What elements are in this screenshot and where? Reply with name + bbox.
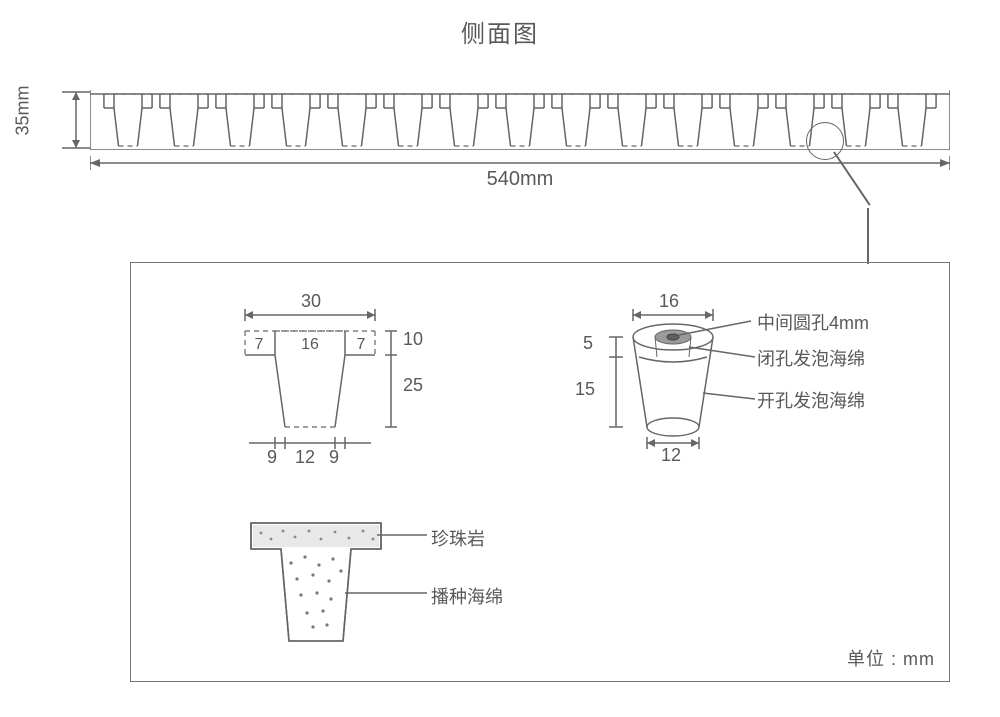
dim-label-16: 16 [659,291,679,312]
label-closed-cell: 闭孔发泡海绵 [757,345,865,371]
sponge-plug-detail: 16 5 15 12 中间圆孔4mm 闭孔发泡海绵 开孔发泡海绵 [561,307,921,477]
svg-text:16: 16 [301,336,319,353]
assembled-cell: 珍珠岩 播种海绵 [231,513,531,663]
callout-circle [806,122,844,160]
dim-label-9a: 9 [267,447,277,468]
dim-label-5: 5 [583,333,593,354]
dim-label-25: 25 [403,375,423,396]
dim-label-35mm: 35mm [13,85,34,135]
dim-label-12: 12 [295,447,315,468]
dim-label-12b: 12 [661,445,681,466]
svg-text:7: 7 [255,336,264,353]
detail-panel: 7 16 7 30 10 25 9 12 9 [130,262,950,682]
dim-label-10: 10 [403,329,423,350]
label-perlite: 珍珠岩 [431,525,485,551]
svg-text:7: 7 [357,336,366,353]
cell-cross-section: 7 16 7 30 10 25 9 12 9 [217,307,437,467]
dim-label-30: 30 [301,291,321,312]
page-title: 侧面图 [0,14,1000,49]
dim-width-540mm: 540mm [90,162,950,202]
dim-label-540mm: 540mm [90,168,950,191]
unit-note: 单位 : mm [847,645,935,671]
dim-height-35mm: 35mm [20,88,80,158]
label-center-hole: 中间圆孔4mm [757,309,869,335]
dim-label-9b: 9 [329,447,339,468]
dim-label-15: 15 [575,379,595,400]
label-open-cell: 开孔发泡海绵 [757,387,865,413]
callout-line [867,208,869,264]
label-seeding-sponge: 播种海绵 [431,583,503,609]
page: 侧面图 35mm 540mm [0,0,1000,717]
